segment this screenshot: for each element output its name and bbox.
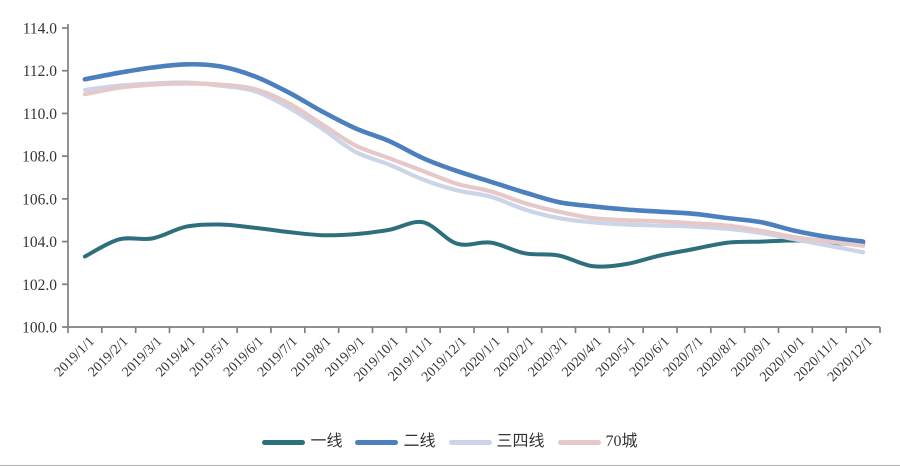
y-axis-label: 110.0 bbox=[23, 106, 58, 123]
y-axis-label: 102.0 bbox=[22, 277, 57, 294]
y-axis-label: 112.0 bbox=[23, 63, 58, 80]
legend-swatch-70cities bbox=[557, 439, 601, 445]
y-axis-label: 106.0 bbox=[22, 191, 57, 208]
legend-item-tier1: 一线 bbox=[262, 434, 342, 450]
legend-item-tier34: 三四线 bbox=[448, 433, 545, 450]
legend-label-tier2: 二线 bbox=[403, 433, 436, 450]
y-axis-label: 114.0 bbox=[23, 21, 58, 38]
legend-swatch-tier2 bbox=[355, 439, 399, 445]
legend-item-tier2: 二线 bbox=[355, 433, 436, 450]
legend-swatch-tier34 bbox=[448, 439, 492, 445]
legend-label-tier1: 一线 bbox=[310, 433, 343, 450]
legend-label-70cities: 70城 bbox=[605, 433, 638, 450]
y-axis-label: 104.0 bbox=[22, 234, 57, 251]
legend-label-tier34: 三四线 bbox=[496, 433, 545, 450]
series-line-tier1 bbox=[82, 219, 866, 269]
series-line-70cities bbox=[82, 81, 866, 248]
y-axis-label: 100.0 bbox=[22, 320, 57, 337]
legend-swatch-tier1 bbox=[262, 439, 306, 445]
y-axis-label: 108.0 bbox=[22, 149, 57, 166]
legend-item-70cities: 70城 bbox=[557, 433, 638, 450]
chart-legend: 一线 二线 三四线 70城 bbox=[0, 434, 900, 450]
series-line-tier2 bbox=[82, 61, 866, 244]
